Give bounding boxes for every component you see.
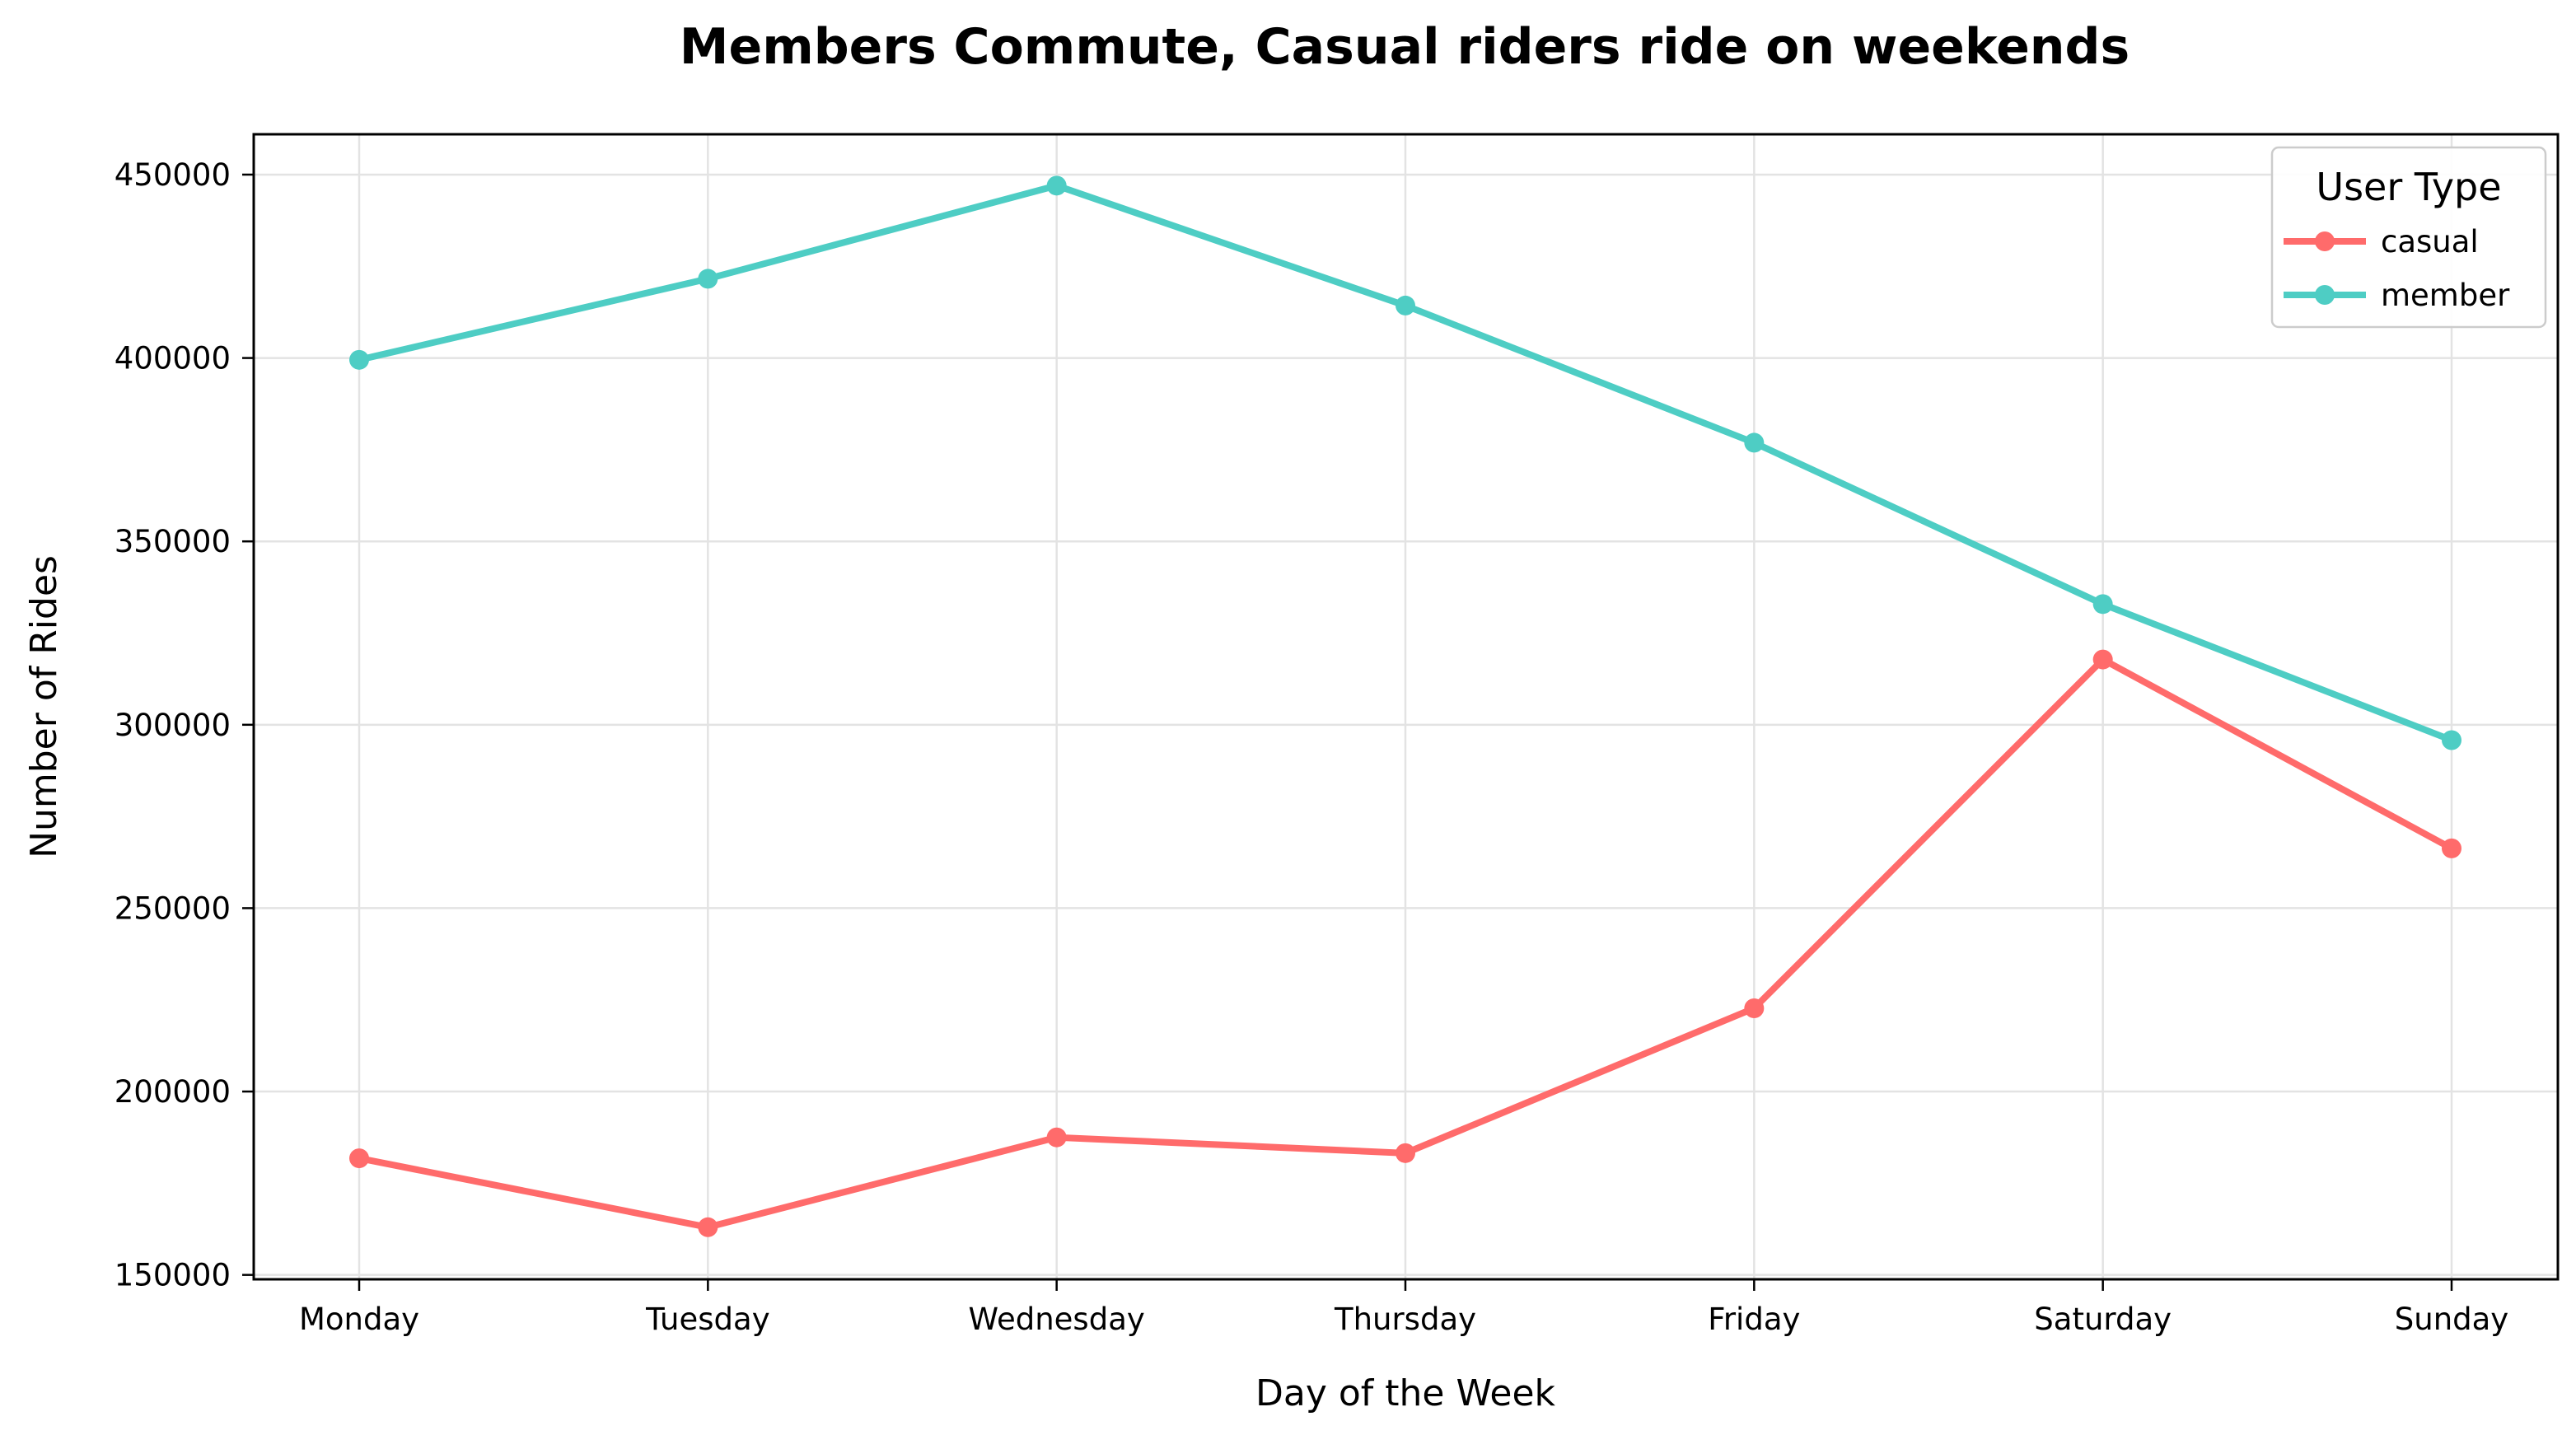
x-tick-label: Thursday bbox=[1334, 1302, 1476, 1337]
data-point-casual bbox=[1396, 1143, 1415, 1163]
data-point-casual bbox=[1744, 998, 1765, 1018]
chart-title: Members Commute, Casual riders ride on w… bbox=[680, 18, 2130, 76]
grid-lines bbox=[254, 134, 2558, 1279]
x-tick-label: Saturday bbox=[2034, 1302, 2172, 1337]
data-point-casual bbox=[1046, 1127, 1067, 1148]
data-point-member bbox=[1396, 295, 1415, 316]
legend-title: User Type bbox=[2316, 165, 2501, 209]
series-layer bbox=[349, 175, 2461, 1237]
data-point-casual bbox=[349, 1148, 369, 1169]
x-tick-label: Monday bbox=[299, 1302, 419, 1337]
legend-label-member: member bbox=[2381, 278, 2510, 313]
data-point-casual bbox=[2092, 649, 2113, 670]
x-axis-label: Day of the Week bbox=[1255, 1372, 1556, 1414]
y-axis: 150000 200000 250000 300000 350000 400000 4500… bbox=[115, 157, 254, 1293]
y-tick-label: 450000 bbox=[115, 157, 231, 193]
data-point-member bbox=[2442, 730, 2461, 750]
legend-box bbox=[2270, 146, 2547, 329]
x-tick-label: Sunday bbox=[2395, 1302, 2508, 1337]
data-point-member bbox=[1046, 175, 1067, 196]
y-tick-label: 250000 bbox=[115, 890, 231, 926]
x-tick-label: Wednesday bbox=[969, 1302, 1145, 1337]
y-tick-label: 200000 bbox=[115, 1074, 231, 1110]
data-point-member bbox=[349, 349, 369, 370]
legend-marker-member bbox=[2315, 285, 2335, 305]
data-point-casual bbox=[698, 1217, 718, 1237]
y-axis-label: Number of Rides bbox=[23, 555, 65, 858]
data-point-member bbox=[1744, 432, 1765, 453]
y-tick-label: 150000 bbox=[115, 1258, 231, 1293]
x-tick-label: Tuesday bbox=[645, 1302, 770, 1337]
x-tick-label: Friday bbox=[1708, 1302, 1800, 1337]
x-axis: Monday Tuesday Wednesday Thursday Friday Satu… bbox=[299, 1279, 2508, 1337]
y-tick-label: 400000 bbox=[115, 341, 231, 376]
data-point-member bbox=[2092, 594, 2113, 615]
legend-label-casual: casual bbox=[2381, 224, 2479, 259]
data-point-member bbox=[698, 269, 718, 289]
legend-marker-casual bbox=[2315, 231, 2335, 251]
legend: User Type casual member bbox=[2270, 146, 2547, 329]
data-point-casual bbox=[2442, 838, 2461, 858]
y-tick-label: 300000 bbox=[115, 708, 231, 743]
y-tick-label: 350000 bbox=[115, 524, 231, 559]
